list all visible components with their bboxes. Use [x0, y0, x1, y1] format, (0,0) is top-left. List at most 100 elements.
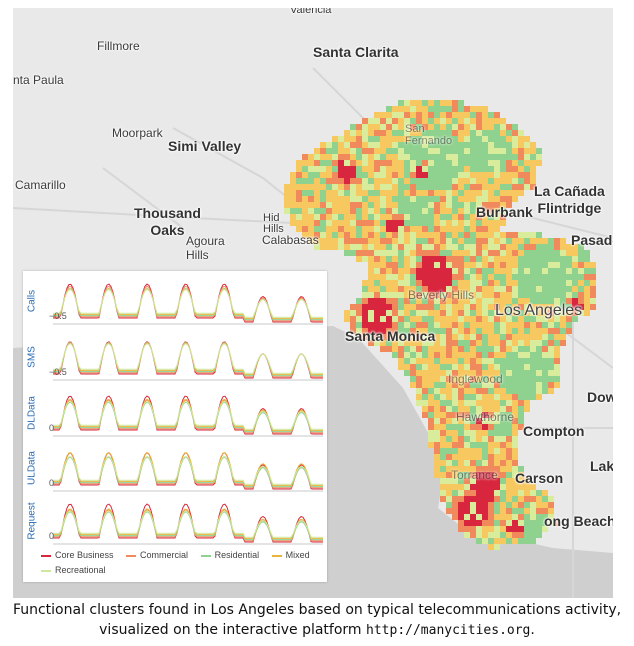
cluster-cell [398, 142, 404, 148]
cluster-cell [488, 448, 494, 454]
cluster-cell [518, 538, 524, 544]
cluster-cell [362, 292, 368, 298]
cluster-cell [464, 196, 470, 202]
cluster-cell [350, 238, 356, 244]
cluster-cell [470, 112, 476, 118]
cluster-cell [464, 532, 470, 538]
cluster-cell [386, 334, 392, 340]
cluster-cell [452, 160, 458, 166]
cluster-cell [590, 304, 596, 310]
cluster-cell [410, 340, 416, 346]
cluster-cell [350, 226, 356, 232]
cluster-cell [404, 298, 410, 304]
cluster-cell [392, 142, 398, 148]
cluster-cell [440, 412, 446, 418]
cluster-cell [404, 238, 410, 244]
cluster-cell [518, 478, 524, 484]
cluster-cell [464, 376, 470, 382]
cluster-cell [440, 100, 446, 106]
cluster-cell [428, 298, 434, 304]
cluster-cell [500, 496, 506, 502]
cluster-cell [452, 340, 458, 346]
cluster-cell [440, 214, 446, 220]
cluster-cell [542, 364, 548, 370]
cluster-cell [338, 148, 344, 154]
legend-item[interactable]: Core Business [41, 548, 114, 563]
cluster-cell [494, 460, 500, 466]
cluster-cell [422, 172, 428, 178]
cluster-cell [332, 238, 338, 244]
cluster-cell [488, 496, 494, 502]
cluster-cell [440, 334, 446, 340]
cluster-cell [410, 328, 416, 334]
cluster-cell [320, 226, 326, 232]
cluster-cell [500, 472, 506, 478]
cluster-cell [458, 304, 464, 310]
cluster-cell [506, 352, 512, 358]
cluster-cell [440, 226, 446, 232]
cluster-cell [428, 412, 434, 418]
cluster-cell [440, 376, 446, 382]
cluster-cell [356, 202, 362, 208]
cluster-cell [458, 400, 464, 406]
cluster-cell [506, 412, 512, 418]
cluster-cell [530, 490, 536, 496]
cluster-cell [482, 508, 488, 514]
cluster-cell [518, 520, 524, 526]
cluster-cell [386, 220, 392, 226]
cluster-cell [482, 280, 488, 286]
cluster-cell [488, 400, 494, 406]
cluster-cell [380, 154, 386, 160]
cluster-cell [458, 388, 464, 394]
place-label-calabasas: Calabasas [262, 233, 319, 247]
cluster-cell [548, 388, 554, 394]
cluster-cell [410, 238, 416, 244]
cluster-cell [434, 196, 440, 202]
manycities-link[interactable]: http://manycities.org [366, 623, 531, 638]
cluster-cell [464, 310, 470, 316]
cluster-cell [572, 298, 578, 304]
cluster-cell [422, 166, 428, 172]
cluster-cell [416, 130, 422, 136]
cluster-cell [482, 268, 488, 274]
legend-item[interactable]: Recreational [41, 563, 106, 578]
cluster-cell [344, 196, 350, 202]
cluster-cell [494, 502, 500, 508]
cluster-cell [422, 250, 428, 256]
cluster-cell [530, 496, 536, 502]
cluster-cell [452, 352, 458, 358]
cluster-cell [464, 460, 470, 466]
legend-item[interactable]: Commercial [126, 548, 188, 563]
cluster-cell [374, 214, 380, 220]
cluster-cell [410, 352, 416, 358]
legend-item[interactable]: Mixed [271, 548, 310, 563]
cluster-cell [506, 472, 512, 478]
cluster-cell [494, 244, 500, 250]
cluster-cell [530, 340, 536, 346]
cluster-cell [494, 454, 500, 460]
cluster-cell [482, 310, 488, 316]
cluster-cell [524, 274, 530, 280]
cluster-cell [350, 190, 356, 196]
cluster-cell [500, 502, 506, 508]
cluster-cell [506, 310, 512, 316]
legend-item[interactable]: Residential [200, 548, 259, 563]
cluster-cell [470, 526, 476, 532]
cluster-cell [428, 346, 434, 352]
cluster-cell [308, 202, 314, 208]
cluster-cell [506, 466, 512, 472]
cluster-cell [398, 334, 404, 340]
cluster-cell [488, 538, 494, 544]
cluster-cell [542, 370, 548, 376]
cluster-cell [434, 274, 440, 280]
cluster-cell [392, 172, 398, 178]
cluster-cell [452, 502, 458, 508]
cluster-cell [500, 166, 506, 172]
cluster-cell [368, 310, 374, 316]
cluster-cell [476, 532, 482, 538]
cluster-cell [458, 286, 464, 292]
cluster-cell [440, 148, 446, 154]
cluster-cell [356, 142, 362, 148]
cluster-cell [494, 376, 500, 382]
cluster-cell [548, 364, 554, 370]
